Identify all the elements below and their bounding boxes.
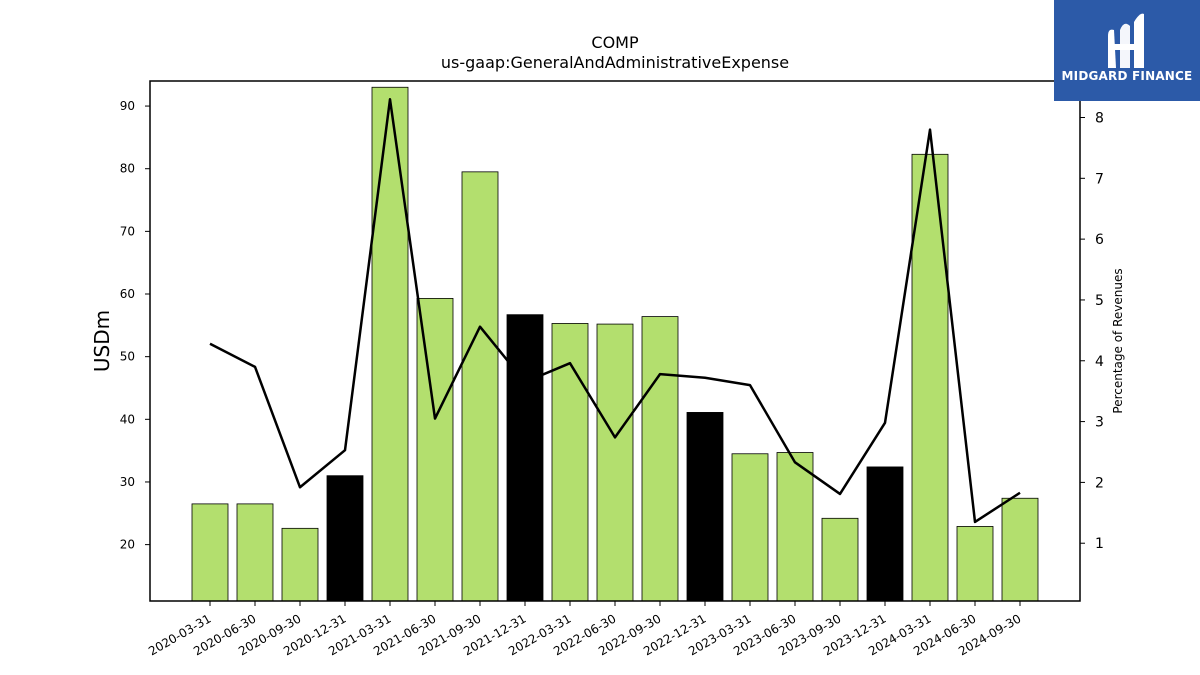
y-tick-label: 40 <box>120 412 135 426</box>
y-tick-label: 20 <box>120 538 135 552</box>
y-axis-label: USDm <box>90 310 114 372</box>
y2-axis-label: Percentage of Revenues <box>1111 268 1125 413</box>
bar-2021-03-31 <box>371 86 409 602</box>
y-tick-label: 90 <box>120 99 135 113</box>
bar-2020-12-31 <box>326 475 364 602</box>
logo: MIDGARD FINANCE <box>1054 0 1200 101</box>
y2-tick-label: 6 <box>1095 232 1104 248</box>
y-axis: 20 30 40 50 60 70 80 90 <box>120 99 150 552</box>
y2-axis: 1 2 3 4 5 6 7 8 <box>1080 110 1104 552</box>
bar-2021-06-30 <box>416 297 454 602</box>
y-tick-label: 50 <box>120 350 135 364</box>
y2-tick-label: 7 <box>1095 171 1104 187</box>
bar-2023-06-30 <box>776 452 814 602</box>
bar-2024-09-30 <box>1001 497 1039 602</box>
line-group <box>209 97 1021 524</box>
bar-2022-03-31 <box>551 323 589 602</box>
bar-2024-06-30 <box>956 526 994 602</box>
y-tick-label: 30 <box>120 475 135 489</box>
bar-group <box>191 86 1039 602</box>
chart-title: COMP <box>591 33 639 52</box>
y2-tick-label: 4 <box>1095 354 1104 370</box>
x-axis: 2020-03-312020-06-302020-09-302020-12-31… <box>146 601 1024 658</box>
y-tick-label: 80 <box>120 162 135 176</box>
y2-tick-label: 3 <box>1095 415 1104 431</box>
bar-2024-03-31 <box>911 153 949 602</box>
bar-2023-12-31 <box>866 466 904 602</box>
logo-mark-icon <box>1108 13 1144 69</box>
bar-2020-06-30 <box>236 503 274 602</box>
bar-2020-09-30 <box>281 527 319 602</box>
percentage-line <box>209 97 1021 524</box>
bar-2023-09-30 <box>821 517 859 602</box>
bar-2021-09-30 <box>461 171 499 602</box>
logo-text: MIDGARD FINANCE <box>1061 69 1193 83</box>
y2-tick-label: 8 <box>1095 110 1104 126</box>
y2-tick-label: 1 <box>1095 536 1104 552</box>
bar-2022-09-30 <box>641 316 679 602</box>
bar-2022-12-31 <box>686 412 724 602</box>
y2-tick-label: 2 <box>1095 475 1104 491</box>
y-tick-label: 70 <box>120 224 135 238</box>
bar-2021-12-31 <box>506 314 544 602</box>
y-tick-label: 60 <box>120 287 135 301</box>
bar-2023-03-31 <box>731 453 769 602</box>
bar-2020-03-31 <box>191 503 229 602</box>
y2-tick-label: 5 <box>1095 293 1104 309</box>
chart-subtitle: us-gaap:GeneralAndAdministrativeExpense <box>441 53 789 72</box>
bar-2022-06-30 <box>596 323 634 602</box>
